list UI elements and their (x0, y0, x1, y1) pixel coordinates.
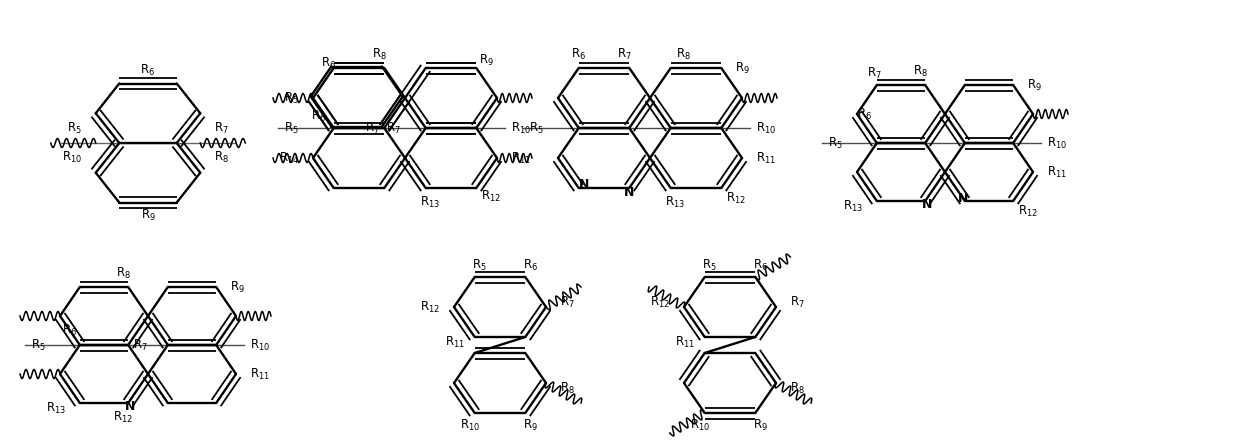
Text: R$_{12}$: R$_{12}$ (650, 295, 670, 310)
Text: R$_{6}$: R$_{6}$ (311, 109, 326, 123)
Text: R$_{9}$: R$_{9}$ (753, 417, 768, 433)
Text: R$_{11}$: R$_{11}$ (511, 151, 531, 165)
Text: R$_{7}$: R$_{7}$ (867, 65, 882, 80)
Text: R$_{12}$: R$_{12}$ (1018, 203, 1038, 219)
Text: R$_{9}$: R$_{9}$ (231, 279, 246, 295)
Text: R$_{7}$: R$_{7}$ (133, 337, 148, 353)
Text: R$_{9}$: R$_{9}$ (480, 52, 495, 67)
Text: R$_{6}$: R$_{6}$ (857, 106, 872, 122)
Text: R$_{10}$: R$_{10}$ (511, 120, 531, 135)
Text: R$_{5}$: R$_{5}$ (31, 337, 46, 353)
Text: R$_{13}$: R$_{13}$ (420, 194, 440, 210)
Text: R$_{12}$: R$_{12}$ (727, 190, 746, 206)
Text: R$_{6}$: R$_{6}$ (753, 257, 768, 273)
Text: R$_{9}$: R$_{9}$ (523, 417, 538, 433)
Text: R$_{6}$: R$_{6}$ (523, 257, 538, 273)
Text: R$_{7}$: R$_{7}$ (790, 295, 805, 310)
Text: R$_{5}$: R$_{5}$ (284, 90, 299, 105)
Text: R$_{9}$: R$_{9}$ (1027, 77, 1042, 93)
Text: R$_{7}$: R$_{7}$ (387, 120, 401, 135)
Text: R$_{7}$: R$_{7}$ (215, 121, 229, 136)
Text: R$_{9}$: R$_{9}$ (735, 60, 750, 76)
Text: R$_{8}$: R$_{8}$ (215, 150, 229, 165)
Text: N: N (624, 186, 635, 199)
Text: R$_{8}$: R$_{8}$ (790, 380, 805, 396)
Text: R$_{11}$: R$_{11}$ (756, 151, 776, 165)
Text: R$_{7}$: R$_{7}$ (618, 46, 632, 62)
Text: R$_{10}$: R$_{10}$ (460, 417, 480, 433)
Text: R$_{8}$: R$_{8}$ (372, 46, 387, 62)
Text: N: N (579, 178, 589, 191)
Text: R$_{11}$: R$_{11}$ (1047, 164, 1066, 180)
Text: R$_{8}$: R$_{8}$ (914, 63, 929, 79)
Text: R$_{11}$: R$_{11}$ (675, 334, 694, 350)
Text: R$_{5}$: R$_{5}$ (67, 121, 82, 136)
Text: N: N (957, 193, 968, 206)
Text: R$_{12}$: R$_{12}$ (113, 409, 133, 425)
Text: R$_{6}$: R$_{6}$ (321, 55, 336, 71)
Text: R$_{9}$: R$_{9}$ (140, 208, 155, 223)
Text: R$_{6}$: R$_{6}$ (572, 46, 587, 62)
Text: R$_{6}$: R$_{6}$ (62, 323, 77, 338)
Text: R$_{5}$: R$_{5}$ (529, 120, 544, 135)
Text: R$_{5}$: R$_{5}$ (828, 135, 843, 151)
Text: R$_{7}$: R$_{7}$ (560, 295, 575, 310)
Text: R$_{11}$: R$_{11}$ (250, 367, 270, 382)
Text: R$_{8}$: R$_{8}$ (560, 380, 575, 396)
Text: R$_{13}$: R$_{13}$ (46, 401, 66, 416)
Text: R$_{10}$: R$_{10}$ (250, 337, 270, 353)
Text: R$_{8}$: R$_{8}$ (117, 266, 131, 281)
Text: R$_{5}$: R$_{5}$ (472, 257, 487, 273)
Text: R$_{8}$: R$_{8}$ (676, 46, 691, 62)
Text: R$_{12}$: R$_{12}$ (481, 189, 501, 203)
Text: R$_{5}$: R$_{5}$ (702, 257, 717, 273)
Text: N: N (125, 400, 135, 413)
Text: R$_{7}$: R$_{7}$ (365, 120, 379, 135)
Text: R$_{6}$: R$_{6}$ (140, 63, 155, 78)
Text: R$_{10}$: R$_{10}$ (62, 150, 82, 165)
Text: R$_{10}$: R$_{10}$ (689, 417, 709, 433)
Text: R$_{12}$: R$_{12}$ (420, 299, 440, 315)
Text: R$_{14}$: R$_{14}$ (279, 151, 299, 165)
Text: R$_{10}$: R$_{10}$ (756, 120, 776, 135)
Text: R$_{5}$: R$_{5}$ (284, 120, 299, 135)
Text: R$_{13}$: R$_{13}$ (666, 194, 686, 210)
Text: N: N (923, 198, 932, 211)
Text: R$_{10}$: R$_{10}$ (1047, 135, 1068, 151)
Text: R$_{11}$: R$_{11}$ (445, 334, 465, 350)
Text: R$_{13}$: R$_{13}$ (843, 198, 863, 214)
